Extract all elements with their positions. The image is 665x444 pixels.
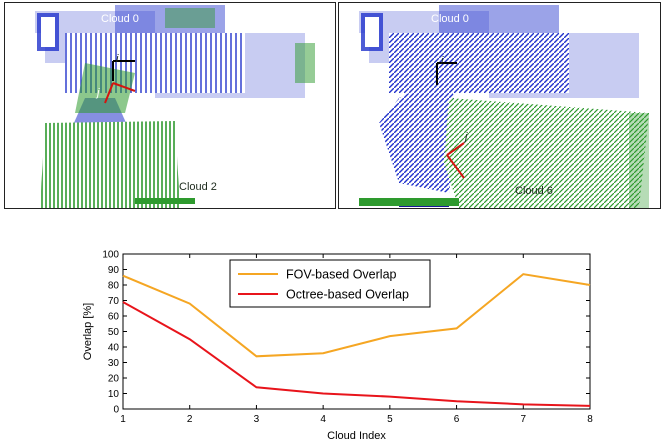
compared-cloud-left [40, 8, 315, 208]
legend-label: Octree-based Overlap [286, 288, 409, 302]
x-tick-label: 6 [454, 414, 460, 425]
vector-i-label: i [441, 55, 444, 67]
vector-j-label: j [97, 87, 100, 99]
cloud-bottom-label: Cloud 2 [179, 181, 217, 193]
series-line-fov [122, 273, 591, 358]
point-cloud-panel-right: Cloud 0 Cloud 6 i j [338, 2, 661, 209]
x-tick-label: 1 [120, 414, 126, 425]
y-tick-label: 80 [108, 281, 120, 292]
x-tick-label: 8 [587, 414, 593, 425]
x-tick-label: 4 [320, 414, 326, 425]
overlap-chart: 1 2 3 4 5 6 7 8 0 10 20 30 40 50 60 70 80 90 100 FOV-based… [0, 244, 665, 444]
legend-label: FOV-based Overlap [286, 268, 397, 282]
vector-i-label: i [116, 53, 119, 65]
y-tick-label: 30 [108, 358, 120, 369]
reference-cloud-right [359, 5, 639, 207]
point-cloud-panel-left: Cloud 0 Cloud 2 i j [4, 2, 336, 209]
y-tick-label: 50 [108, 327, 120, 338]
x-tick-label: 3 [254, 414, 260, 425]
y-tick-label: 90 [108, 265, 120, 276]
y-tick-label: 70 [108, 296, 120, 307]
y-tick-label: 60 [108, 312, 120, 323]
cloud-bottom-label: Cloud 6 [515, 185, 553, 197]
legend: FOV-based Overlap Octree-based Overlap [229, 259, 431, 308]
x-tick-label: 2 [187, 414, 193, 425]
y-tick-label: 20 [108, 374, 120, 385]
compared-cloud-right [359, 98, 649, 208]
y-tick-label: 0 [113, 405, 119, 416]
point-cloud-right-drawing [359, 5, 649, 208]
x-tick-label: 7 [521, 414, 527, 425]
x-tick-label: 5 [387, 414, 393, 425]
y-tick-label: 10 [108, 389, 120, 400]
y-axis-title: Overlap [%] [82, 303, 94, 360]
frame-axes-left [104, 60, 136, 104]
x-axis-title: Cloud Index [327, 430, 386, 442]
cloud-top-label: Cloud 0 [431, 13, 469, 25]
y-tick-label: 40 [108, 343, 120, 354]
cloud-top-label: Cloud 0 [101, 13, 139, 25]
frame-axes-right [436, 62, 465, 179]
legend-box [229, 259, 431, 308]
point-cloud-left-drawing [35, 5, 315, 208]
series-line-octree [122, 301, 591, 407]
y-tick-label: 100 [102, 250, 119, 261]
vector-j-label: j [465, 131, 468, 143]
